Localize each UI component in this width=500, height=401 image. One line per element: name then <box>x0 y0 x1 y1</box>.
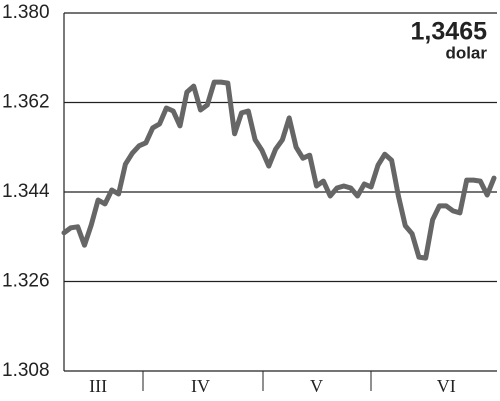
annotation-value: 1,3465 <box>411 18 488 46</box>
y-tick-label: 1.344 <box>2 181 50 202</box>
annotation-unit: dolar <box>445 43 487 62</box>
x-tick-label: III <box>89 376 107 396</box>
y-tick-label: 1.380 <box>2 2 50 23</box>
x-tick-label: V <box>310 376 323 396</box>
y-tick-label: 1.362 <box>2 92 50 113</box>
y-tick-label: 1.308 <box>2 360 50 381</box>
line-series <box>61 79 497 261</box>
y-tick-label: 1.326 <box>2 271 50 292</box>
x-tick-label: IV <box>191 376 210 396</box>
x-tick-label: VI <box>437 376 456 396</box>
